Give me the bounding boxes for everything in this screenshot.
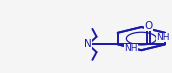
- Text: O: O: [144, 21, 153, 31]
- Text: N: N: [84, 39, 92, 49]
- Text: NH: NH: [124, 44, 138, 53]
- Text: NH: NH: [156, 33, 170, 42]
